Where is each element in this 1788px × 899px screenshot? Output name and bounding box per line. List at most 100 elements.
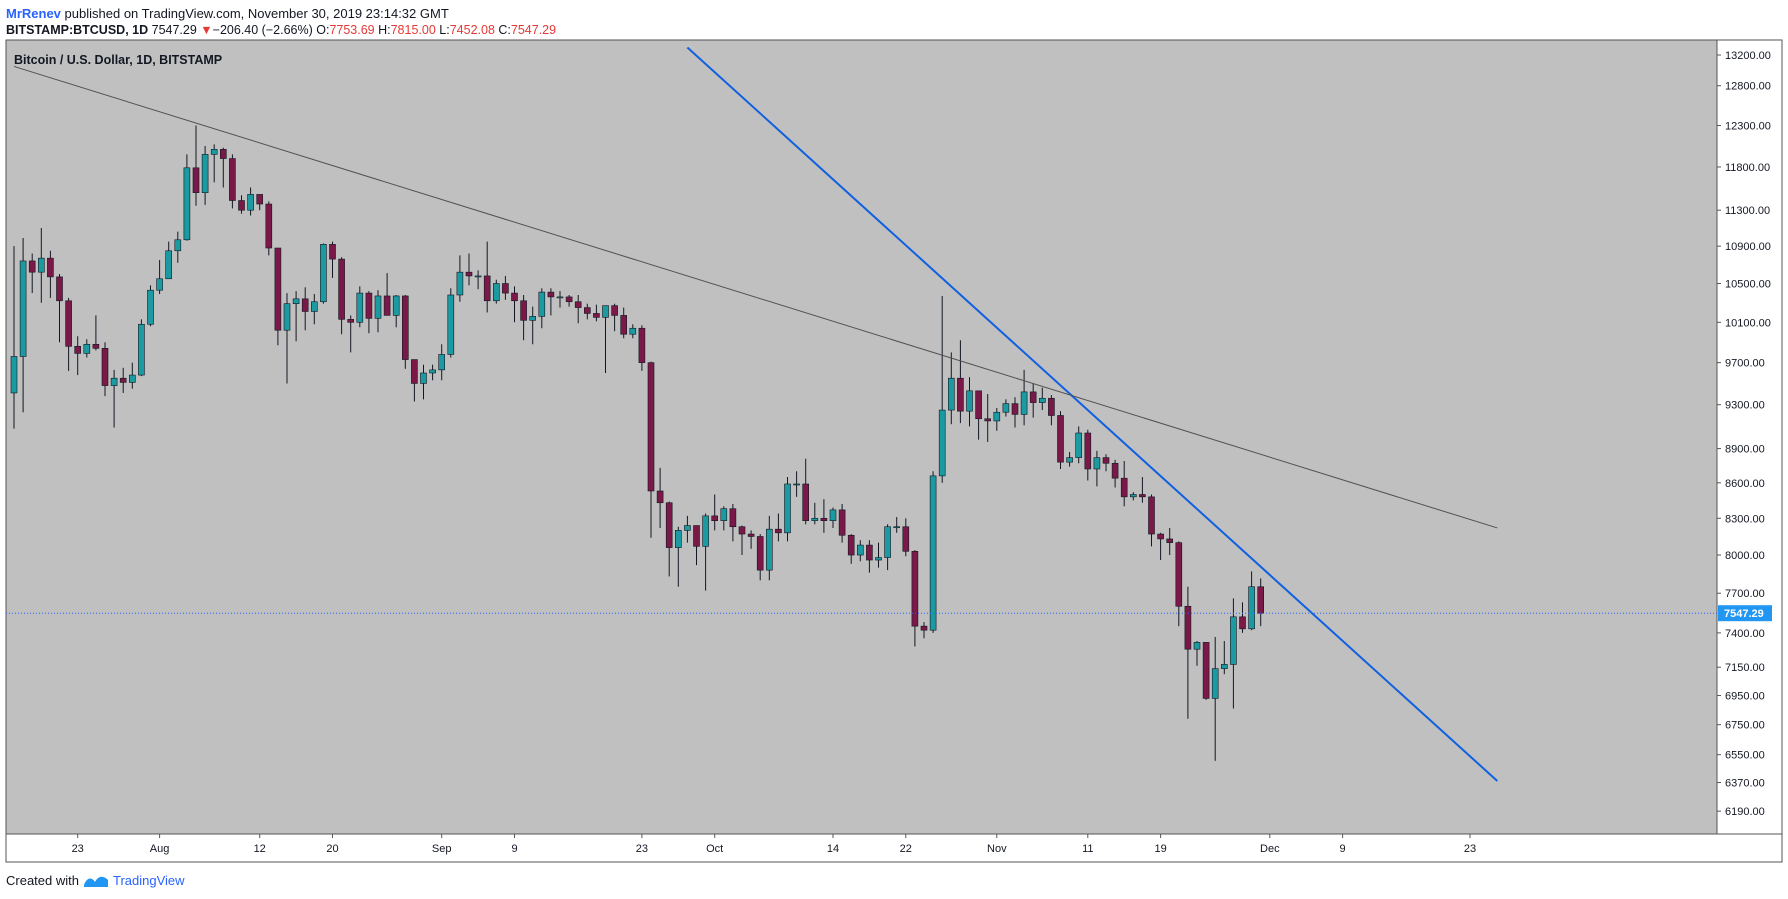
candle[interactable]: [1002, 399, 1010, 417]
candle[interactable]: [920, 622, 928, 639]
candle[interactable]: [28, 253, 36, 294]
candle[interactable]: [529, 306, 537, 345]
candle[interactable]: [929, 471, 937, 633]
candle[interactable]: [1111, 459, 1119, 488]
author-link[interactable]: MrRenev: [6, 6, 61, 21]
candle[interactable]: [1230, 598, 1237, 709]
candle[interactable]: [1221, 641, 1228, 675]
candle[interactable]: [793, 471, 800, 497]
candle[interactable]: [638, 325, 646, 371]
candle[interactable]: [374, 290, 382, 333]
candle[interactable]: [902, 518, 910, 557]
candle[interactable]: [320, 243, 327, 304]
candle[interactable]: [1148, 494, 1155, 547]
candle[interactable]: [711, 494, 719, 531]
candle[interactable]: [647, 361, 655, 538]
candle[interactable]: [1202, 642, 1210, 700]
candle[interactable]: [247, 187, 254, 216]
candle[interactable]: [520, 294, 527, 341]
candle[interactable]: [775, 513, 782, 542]
candle[interactable]: [1184, 586, 1192, 719]
candle[interactable]: [947, 352, 955, 425]
candle[interactable]: [201, 146, 209, 205]
candle[interactable]: [1048, 395, 1055, 426]
candle[interactable]: [156, 260, 163, 295]
candle[interactable]: [957, 340, 964, 424]
candle[interactable]: [238, 195, 245, 214]
candle[interactable]: [866, 540, 873, 573]
candle[interactable]: [265, 201, 273, 256]
candle[interactable]: [392, 294, 400, 328]
candle[interactable]: [893, 517, 901, 533]
candle[interactable]: [92, 315, 100, 351]
candle[interactable]: [1093, 450, 1101, 487]
candle[interactable]: [301, 287, 309, 331]
candle[interactable]: [1175, 541, 1183, 627]
candle[interactable]: [383, 273, 391, 316]
candle[interactable]: [420, 364, 427, 400]
candle[interactable]: [1075, 426, 1082, 464]
candle[interactable]: [1057, 411, 1064, 469]
candle[interactable]: [620, 307, 628, 339]
candle[interactable]: [556, 291, 564, 308]
candle[interactable]: [1193, 641, 1201, 666]
tradingview-brand-link[interactable]: TradingView: [112, 873, 185, 888]
candle[interactable]: [583, 303, 591, 320]
candle[interactable]: [411, 359, 418, 402]
candle[interactable]: [347, 315, 355, 353]
candle[interactable]: [665, 501, 673, 577]
candle[interactable]: [138, 319, 145, 377]
candle[interactable]: [702, 513, 709, 591]
candle[interactable]: [547, 288, 555, 316]
candle[interactable]: [1029, 383, 1037, 418]
blue-descending-trendline[interactable]: [686, 46, 1498, 782]
candle[interactable]: [283, 293, 291, 384]
candle[interactable]: [19, 237, 27, 413]
candle[interactable]: [784, 477, 791, 542]
candle[interactable]: [456, 255, 464, 302]
candle[interactable]: [747, 530, 755, 549]
candle[interactable]: [1020, 369, 1028, 426]
candle[interactable]: [1084, 429, 1092, 481]
candle[interactable]: [975, 390, 982, 440]
candle[interactable]: [538, 288, 546, 329]
candle[interactable]: [1066, 451, 1073, 467]
candle[interactable]: [1011, 397, 1019, 428]
candle[interactable]: [1039, 387, 1046, 411]
candle[interactable]: [210, 144, 218, 183]
candle[interactable]: [65, 297, 72, 371]
candle[interactable]: [37, 228, 45, 303]
candle[interactable]: [192, 125, 200, 206]
candle[interactable]: [856, 540, 864, 562]
candle[interactable]: [729, 503, 737, 542]
candle[interactable]: [611, 303, 618, 332]
candle[interactable]: [1166, 527, 1173, 556]
candle[interactable]: [220, 147, 227, 188]
candle[interactable]: [1157, 532, 1164, 561]
candle[interactable]: [129, 362, 136, 389]
candle[interactable]: [365, 291, 373, 334]
candle[interactable]: [966, 377, 973, 427]
candle[interactable]: [165, 241, 172, 280]
candle[interactable]: [502, 275, 509, 300]
candle[interactable]: [938, 295, 946, 483]
candle[interactable]: [1211, 636, 1219, 761]
candle[interactable]: [356, 286, 364, 328]
candle[interactable]: [329, 241, 336, 278]
candle[interactable]: [310, 294, 318, 325]
candle[interactable]: [693, 525, 700, 566]
candle[interactable]: [511, 286, 518, 323]
candle[interactable]: [1248, 571, 1255, 631]
candle[interactable]: [629, 324, 637, 339]
candle[interactable]: [483, 241, 491, 313]
candle[interactable]: [1120, 461, 1128, 507]
candle[interactable]: [1239, 602, 1246, 633]
candle[interactable]: [338, 257, 345, 335]
candle[interactable]: [1139, 477, 1146, 503]
candle[interactable]: [56, 274, 63, 343]
candle[interactable]: [429, 364, 436, 381]
candle[interactable]: [492, 279, 500, 304]
candle[interactable]: [183, 154, 191, 241]
candle[interactable]: [83, 339, 91, 358]
